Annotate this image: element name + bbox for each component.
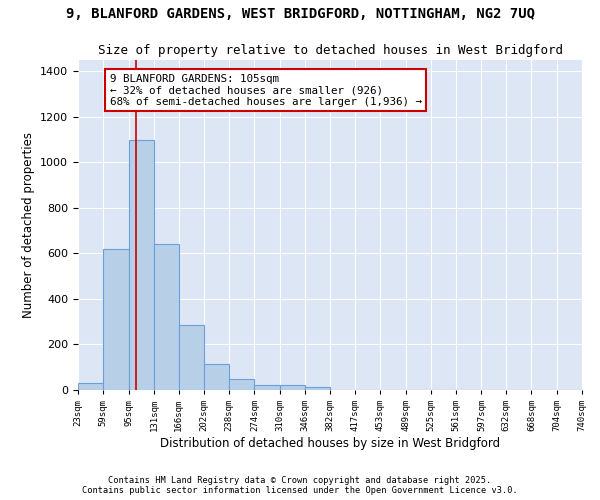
Bar [128,140,154,390]
Bar [229,379,254,390]
Bar [103,249,128,390]
Text: 9, BLANFORD GARDENS, WEST BRIDGFORD, NOTTINGHAM, NG2 7UQ: 9, BLANFORD GARDENS, WEST BRIDGFORD, NOT… [65,8,535,22]
Bar [78,383,103,390]
Text: 9 BLANFORD GARDENS: 105sqm
← 32% of detached houses are smaller (926)
68% of sem: 9 BLANFORD GARDENS: 105sqm ← 32% of deta… [110,74,422,107]
Bar [280,386,305,390]
Bar [204,364,229,390]
X-axis label: Distribution of detached houses by size in West Bridgford: Distribution of detached houses by size … [160,437,500,450]
Bar [305,388,331,390]
Bar [154,244,179,390]
Bar [254,385,280,390]
Bar [179,325,204,390]
Text: Contains HM Land Registry data © Crown copyright and database right 2025.
Contai: Contains HM Land Registry data © Crown c… [82,476,518,495]
Y-axis label: Number of detached properties: Number of detached properties [22,132,35,318]
Title: Size of property relative to detached houses in West Bridgford: Size of property relative to detached ho… [97,44,563,58]
